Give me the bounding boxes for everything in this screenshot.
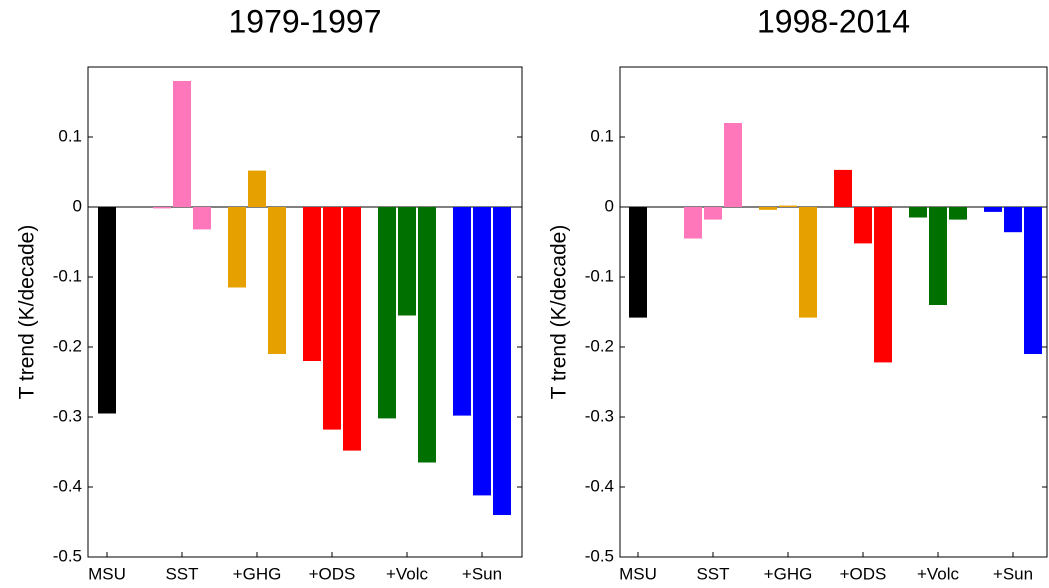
plot-frame [619, 66, 1048, 558]
bar [704, 207, 722, 220]
bar [193, 207, 211, 230]
x-tick-label: SST [165, 564, 198, 583]
bar [343, 207, 361, 451]
y-tick-label: -0.5 [53, 546, 82, 565]
y-tick-label: -0.3 [53, 406, 82, 425]
bar [98, 207, 116, 414]
y-axis-label: T trend (K/decade) [16, 225, 39, 400]
x-tick-label: +GHG [764, 564, 813, 583]
x-tick-label: MSU [88, 564, 126, 583]
y-tick-label: -0.2 [53, 336, 82, 355]
y-tick-label: -0.5 [585, 546, 614, 565]
chart-title: 1998-2014 [757, 3, 910, 39]
y-tick-label: -0.4 [53, 476, 82, 495]
y-tick-label: -0.1 [585, 266, 614, 285]
y-axis-label: T trend (K/decade) [548, 225, 571, 400]
x-tick-label: +ODS [309, 564, 356, 583]
bar [854, 207, 872, 244]
bar [629, 207, 647, 318]
bar [684, 207, 702, 239]
bar [1024, 207, 1042, 354]
bar [378, 207, 396, 419]
bar [268, 207, 286, 354]
bar [173, 81, 191, 207]
y-tick-label: -0.4 [585, 476, 614, 495]
bar [303, 207, 321, 361]
bar [453, 207, 471, 416]
x-tick-label: +GHG [233, 564, 282, 583]
x-tick-label: +Volc [386, 564, 429, 583]
bar [779, 205, 797, 207]
chart-title: 1979-1997 [228, 3, 381, 39]
bar [909, 207, 927, 218]
bar [949, 207, 967, 220]
bar [834, 169, 852, 207]
bar [418, 207, 436, 463]
x-tick-label: +Volc [917, 564, 960, 583]
x-tick-label: SST [696, 564, 729, 583]
bar [724, 123, 742, 207]
y-tick-label: 0 [605, 196, 614, 215]
bar [799, 207, 817, 318]
y-tick-label: -0.3 [585, 406, 614, 425]
bar [493, 207, 511, 515]
x-tick-label: +Sun [993, 564, 1033, 583]
x-tick-label: +Sun [462, 564, 502, 583]
plot-frame [87, 66, 523, 558]
bar [323, 207, 341, 430]
y-tick-label: 0 [73, 196, 82, 215]
x-tick-label: +ODS [840, 564, 887, 583]
bar [398, 207, 416, 316]
bar [874, 207, 892, 363]
bar [1004, 207, 1022, 233]
bar [248, 170, 266, 207]
x-tick-label: MSU [619, 564, 657, 583]
bar [473, 207, 491, 496]
y-tick-label: 0.1 [58, 126, 82, 145]
y-tick-label: -0.2 [585, 336, 614, 355]
bar [759, 207, 777, 210]
bar [153, 207, 171, 209]
bar [984, 207, 1002, 212]
y-tick-label: -0.1 [53, 266, 82, 285]
y-tick-label: 0.1 [590, 126, 614, 145]
bar [929, 207, 947, 305]
bar [228, 207, 246, 288]
